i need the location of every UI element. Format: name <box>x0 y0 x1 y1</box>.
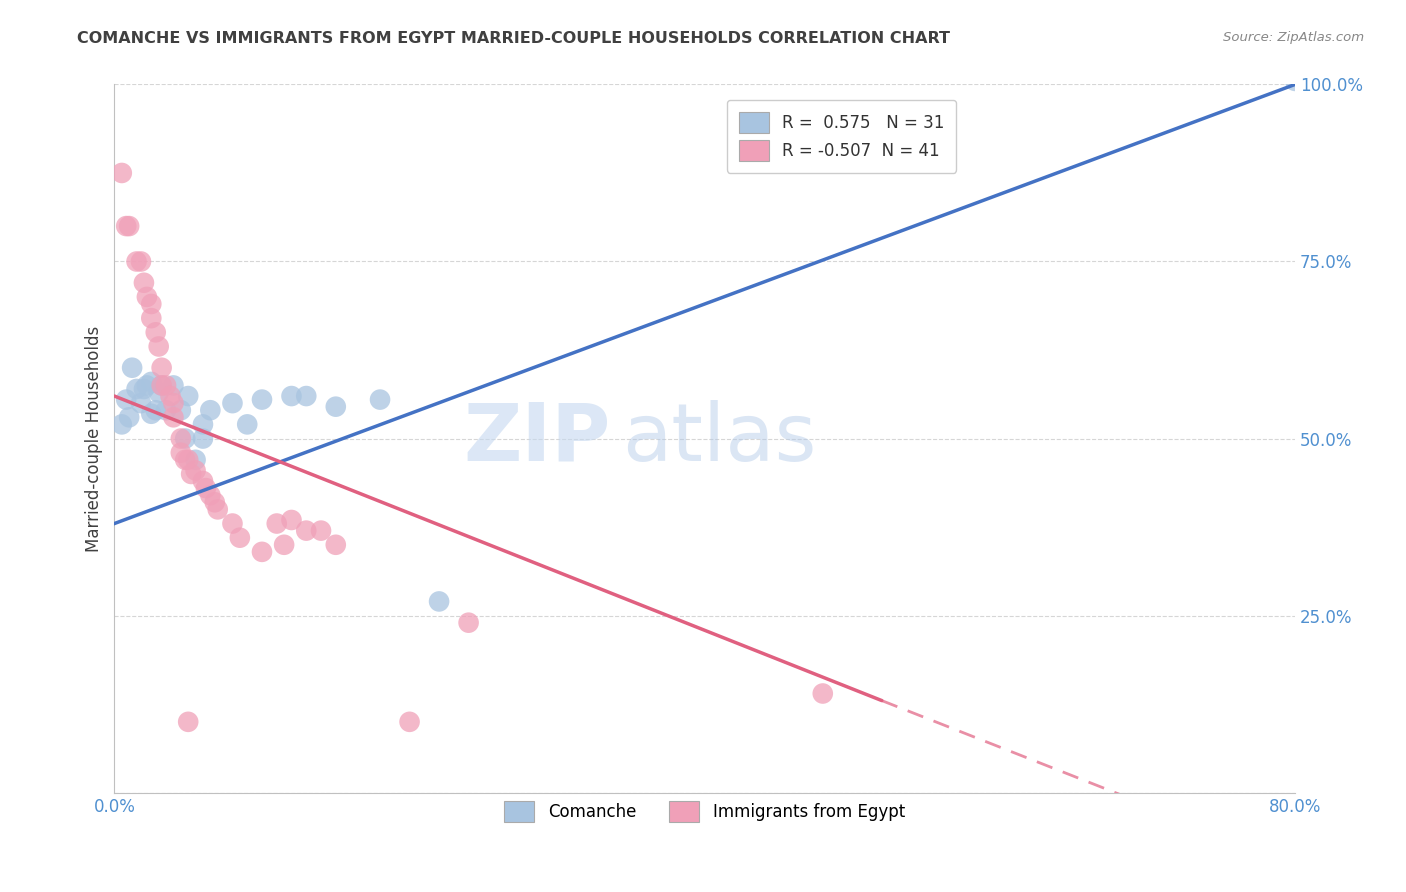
Point <box>191 474 214 488</box>
Point <box>200 403 222 417</box>
Point <box>177 714 200 729</box>
Point <box>132 276 155 290</box>
Point <box>111 417 134 432</box>
Point <box>221 396 243 410</box>
Point <box>204 495 226 509</box>
Y-axis label: Married-couple Households: Married-couple Households <box>86 326 103 551</box>
Point <box>177 452 200 467</box>
Point <box>180 467 202 481</box>
Point <box>309 524 332 538</box>
Point <box>273 538 295 552</box>
Point <box>135 290 157 304</box>
Point <box>250 392 273 407</box>
Text: Source: ZipAtlas.com: Source: ZipAtlas.com <box>1223 31 1364 45</box>
Point <box>398 714 420 729</box>
Point <box>148 339 170 353</box>
Point <box>129 396 152 410</box>
Point <box>125 254 148 268</box>
Point <box>145 403 167 417</box>
Point <box>177 389 200 403</box>
Point <box>141 297 163 311</box>
Point <box>427 594 450 608</box>
Text: COMANCHE VS IMMIGRANTS FROM EGYPT MARRIED-COUPLE HOUSEHOLDS CORRELATION CHART: COMANCHE VS IMMIGRANTS FROM EGYPT MARRIE… <box>77 31 950 46</box>
Point <box>132 382 155 396</box>
Point <box>250 545 273 559</box>
Point <box>184 452 207 467</box>
Point <box>266 516 288 531</box>
Point <box>162 410 184 425</box>
Point <box>115 219 138 233</box>
Point <box>170 432 193 446</box>
Point <box>207 502 229 516</box>
Point <box>155 378 177 392</box>
Point <box>170 403 193 417</box>
Point <box>221 516 243 531</box>
Point <box>229 531 252 545</box>
Legend: Comanche, Immigrants from Egypt: Comanche, Immigrants from Egypt <box>492 789 917 834</box>
Point <box>141 311 163 326</box>
Point <box>295 389 318 403</box>
Point <box>150 378 173 392</box>
Point <box>194 481 217 495</box>
Point <box>457 615 479 630</box>
Point <box>150 378 173 392</box>
Point <box>118 410 141 425</box>
Point <box>150 360 173 375</box>
Point <box>115 392 138 407</box>
Point <box>159 389 181 403</box>
Point <box>121 360 143 375</box>
Point <box>200 488 222 502</box>
Point <box>191 432 214 446</box>
Point <box>162 396 184 410</box>
Point <box>145 326 167 340</box>
Point <box>325 400 347 414</box>
Point <box>1284 74 1306 88</box>
Point <box>174 432 197 446</box>
Point <box>191 417 214 432</box>
Point <box>811 686 834 700</box>
Point <box>280 389 302 403</box>
Point <box>135 378 157 392</box>
Point <box>162 378 184 392</box>
Point <box>141 407 163 421</box>
Point <box>129 254 152 268</box>
Point <box>184 463 207 477</box>
Point <box>236 417 259 432</box>
Point <box>118 219 141 233</box>
Point <box>155 403 177 417</box>
Point <box>170 446 193 460</box>
Point <box>125 382 148 396</box>
Text: ZIP: ZIP <box>463 400 610 477</box>
Point <box>148 385 170 400</box>
Point <box>295 524 318 538</box>
Point <box>280 513 302 527</box>
Point <box>174 452 197 467</box>
Point <box>111 166 134 180</box>
Text: atlas: atlas <box>621 400 817 477</box>
Point <box>368 392 391 407</box>
Point <box>141 375 163 389</box>
Point <box>325 538 347 552</box>
